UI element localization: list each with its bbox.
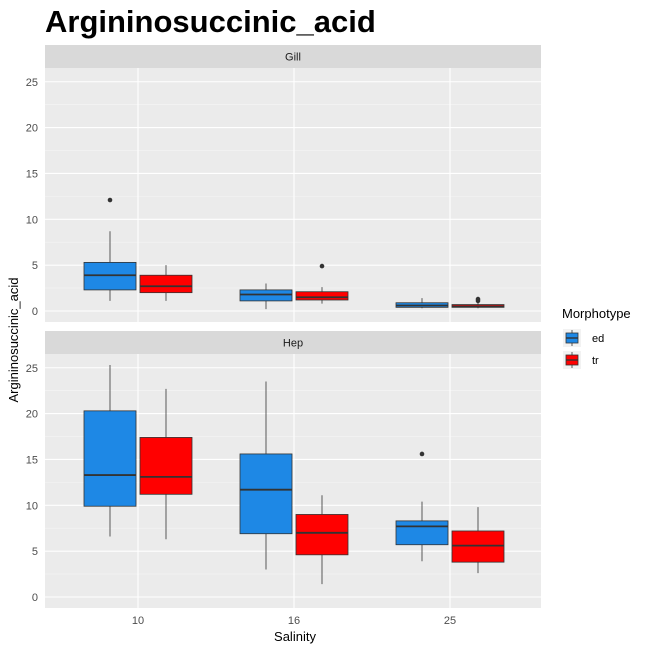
box-iqr — [395, 520, 449, 546]
legend: Morphotype ed tr — [562, 306, 631, 369]
box-iqr — [139, 274, 193, 294]
outlier-point — [319, 263, 325, 269]
panel-gill: Gill 0 5 10 15 20 25 — [26, 45, 541, 322]
outlier-point — [107, 197, 113, 203]
x-axis-title: Salinity — [274, 629, 316, 644]
boxplot-ed-25 — [395, 451, 449, 562]
y-tick-label: 20 — [26, 123, 38, 135]
x-axis: 10 16 25 — [132, 615, 456, 627]
boxplot-tr-16 — [295, 495, 349, 585]
boxplot-tr-10 — [139, 388, 193, 540]
box-iqr — [451, 530, 505, 563]
legend-label: tr — [592, 355, 599, 367]
y-tick-label: 10 — [26, 214, 38, 226]
y-axis-title: Argininosuccinic_acid — [6, 277, 21, 402]
y-tick-label: 5 — [32, 260, 38, 272]
box-iqr — [139, 437, 193, 495]
x-tick-label: 16 — [288, 615, 300, 627]
y-tick-label: 25 — [26, 363, 38, 375]
legend-item-ed: ed — [563, 329, 604, 347]
y-tick-label: 15 — [26, 168, 38, 180]
y-tick-label: 5 — [32, 546, 38, 558]
boxplot-ed-10 — [83, 365, 137, 537]
legend-title: Morphotype — [562, 306, 631, 321]
x-tick-label: 25 — [444, 615, 456, 627]
boxplot-ed-10 — [83, 197, 137, 301]
y-tick-label: 15 — [26, 454, 38, 466]
boxplot-tr-16 — [295, 263, 349, 304]
box-iqr — [239, 453, 293, 535]
outlier-point — [419, 451, 425, 457]
x-tick-label: 10 — [132, 615, 144, 627]
box-iqr — [83, 410, 137, 507]
box-iqr — [239, 289, 293, 302]
y-tick-label: 0 — [32, 592, 38, 604]
facet-strip-label: Gill — [285, 52, 301, 64]
box-iqr — [83, 261, 137, 291]
panel-hep: Hep 0 5 10 15 20 25 — [26, 331, 541, 608]
boxplot-tr-25 — [451, 507, 505, 574]
y-tick-label: 25 — [26, 77, 38, 89]
y-tick-label: 10 — [26, 500, 38, 512]
y-tick-label: 20 — [26, 409, 38, 421]
facet-strip-label: Hep — [283, 338, 303, 350]
outlier-point — [475, 296, 481, 302]
panels: Gill 0 5 10 15 20 25 Hep 0 5 10 15 20 25 — [26, 45, 541, 608]
legend-label: ed — [592, 333, 604, 345]
facet-strip — [45, 331, 541, 354]
boxplot-tr-10 — [139, 265, 193, 301]
facet-strip — [45, 45, 541, 68]
boxplot-ed-16 — [239, 381, 293, 570]
chart-title: Argininosuccinic_acid — [45, 4, 376, 39]
boxplot-ed-25 — [395, 298, 449, 309]
boxplot-ed-16 — [239, 283, 293, 310]
box-iqr — [295, 291, 349, 301]
y-tick-label: 0 — [32, 306, 38, 318]
legend-item-tr: tr — [563, 351, 599, 369]
box-iqr — [295, 514, 349, 556]
boxplot-tr-25 — [451, 296, 505, 309]
